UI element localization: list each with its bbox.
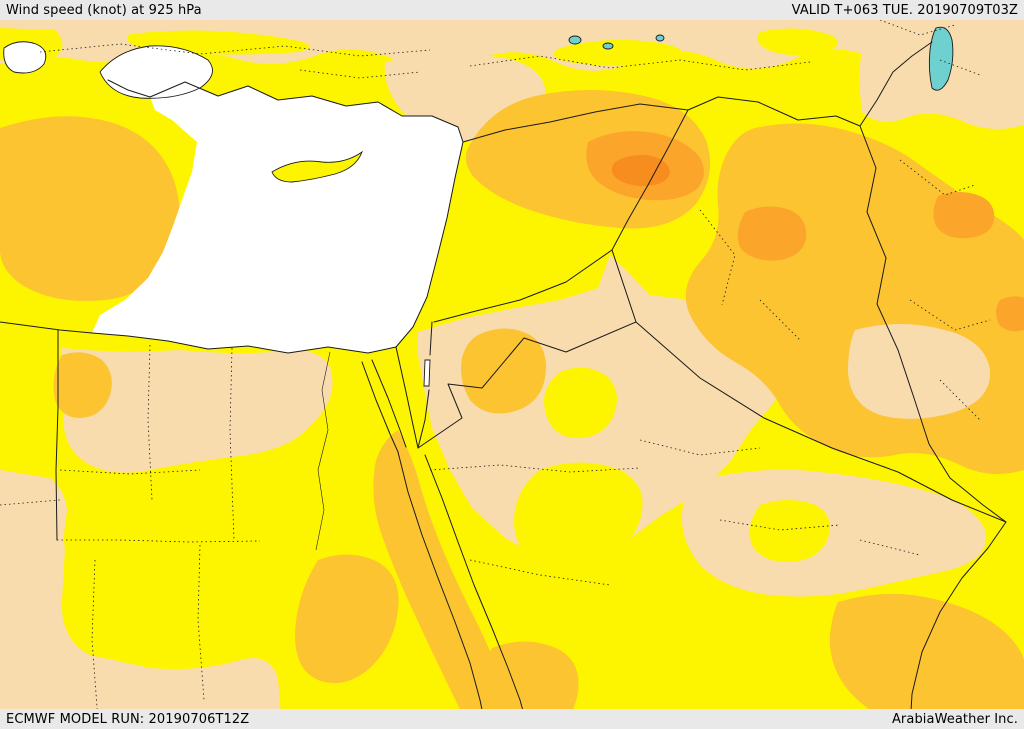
- contour-yellow-anatolia-ne: [757, 28, 838, 56]
- coastline-red-sea-west: [397, 451, 487, 729]
- dotted-libya-c: [0, 469, 201, 506]
- dotted-saudi-b: [469, 559, 611, 586]
- header-bar: Wind speed (knot) at 925 hPa VALID T+063…: [0, 0, 1024, 20]
- contour-gold-red-sea: [373, 430, 522, 729]
- dotted-iraq-b: [719, 519, 921, 556]
- dotted-anatolia-a: [39, 43, 431, 57]
- coastline-red-sea-east: [424, 454, 529, 729]
- contour-yellow-anatolia-east: [554, 39, 682, 66]
- border-egypt-israel: [395, 346, 419, 449]
- lake-anatolia-b: [602, 42, 614, 50]
- border-jordan-saudi: [417, 249, 637, 449]
- contour-orange-nw-iraq: [737, 206, 807, 261]
- admin-dotted-boundaries: [0, 19, 991, 721]
- dotted-saudi-a: [429, 464, 641, 473]
- contour-low-inner-iran: [848, 324, 991, 419]
- contour-gold-south-center-a: [295, 554, 399, 684]
- border-iraq-saudi: [635, 321, 1007, 523]
- sea-mediterranean: [92, 82, 463, 353]
- border-egypt-libya: [55, 329, 59, 541]
- island-cyprus: [271, 150, 363, 183]
- contour-yellow-central-tongue: [514, 462, 643, 569]
- valid-time-label: VALID T+063 TUE. 20190709T03Z: [791, 2, 1018, 18]
- border-syria-iraq: [611, 109, 689, 251]
- border-syria-jordan: [433, 249, 613, 323]
- dotted-iraq-a: [699, 209, 801, 341]
- lake-dead-sea: [423, 359, 431, 387]
- contour-gold-west-med: [0, 116, 180, 301]
- contour-low-south-iraq: [681, 469, 986, 597]
- model-run-label: ECMWF MODEL RUN: 20190706T12Z: [6, 711, 250, 727]
- contour-yellow-sw-blob: [63, 491, 236, 594]
- sea-nw-corner-patch: [3, 41, 47, 74]
- contour-yellow-central-blob: [544, 367, 618, 439]
- coastlines-and-borders: [0, 41, 1007, 729]
- contour-low-egypt: [60, 348, 333, 473]
- contour-gold-egypt-spot: [53, 352, 112, 419]
- contour-orange-nw-iran: [933, 192, 995, 239]
- brand-label: ArabiaWeather Inc.: [891, 711, 1018, 727]
- river-nile: [315, 351, 331, 551]
- water-bodies: [3, 26, 954, 387]
- sea-aegean-patch: [99, 45, 213, 99]
- border-jordan-valley: [417, 321, 433, 449]
- sea-caspian-sliver: [928, 26, 954, 91]
- dotted-caucasus: [879, 19, 981, 76]
- dotted-anatolia-b: [469, 55, 811, 71]
- coastline-gulf-of-suez: [361, 359, 407, 453]
- coastline-anatolia-south: [107, 79, 459, 128]
- contour-orange-core-ne-syria: [611, 154, 670, 187]
- contour-yellow-south-iraq-spot: [749, 500, 830, 563]
- dotted-egypt-sudan: [57, 539, 261, 543]
- lake-anatolia-c: [655, 34, 665, 42]
- dotted-egypt-b: [229, 347, 235, 541]
- contour-gold-south-center-b: [486, 641, 579, 729]
- dotted-iran-b: [909, 299, 991, 331]
- contour-gold-central-spot: [461, 328, 546, 414]
- footer-bar: ECMWF MODEL RUN: 20190706T12Z ArabiaWeat…: [0, 709, 1024, 729]
- contour-orange-east-edge: [996, 296, 1024, 332]
- lake-anatolia-a: [568, 35, 582, 45]
- dotted-iran-c: [939, 379, 981, 421]
- coastline-levant-egypt: [0, 126, 464, 354]
- coastline-persian-gulf: [909, 521, 1007, 729]
- border-turkey-caucasus: [859, 41, 933, 127]
- map-title: Wind speed (knot) at 925 hPa: [6, 2, 202, 18]
- contour-low-west-edge-south: [0, 470, 282, 729]
- dotted-iran-a: [899, 159, 976, 196]
- border-iraq-iran: [859, 125, 1007, 523]
- contour-gold-se-corner: [829, 593, 1024, 729]
